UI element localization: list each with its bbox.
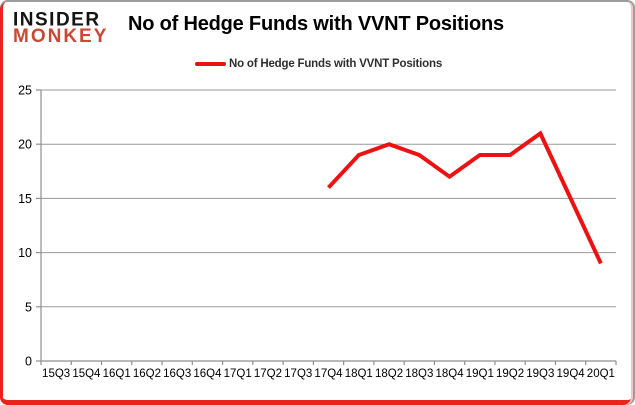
chart-title: No of Hedge Funds with VVNT Positions — [128, 13, 504, 35]
x-tick-label: 19Q1 — [466, 368, 494, 380]
x-tick-label: 16Q3 — [163, 368, 191, 380]
x-tick-label: 18Q2 — [375, 368, 403, 380]
x-tick-label: 20Q1 — [587, 368, 615, 380]
legend: No of Hedge Funds with VVNT Positions — [195, 57, 442, 71]
x-tick-label: 17Q1 — [224, 368, 252, 380]
insider-monkey-logo: INSIDER MONKEY — [13, 8, 109, 47]
x-tick-label: 17Q4 — [314, 368, 343, 380]
y-tick-label: 15 — [18, 192, 32, 206]
x-tick-label: 19Q4 — [557, 368, 586, 380]
x-tick-label: 17Q3 — [284, 368, 312, 380]
x-tick-label: 16Q4 — [193, 368, 222, 380]
x-tick-label: 15Q3 — [42, 368, 70, 380]
x-tick-label: 17Q2 — [254, 368, 282, 380]
x-tick-label: 19Q3 — [526, 368, 554, 380]
y-tick-label: 0 — [25, 355, 32, 369]
x-tick-label: 16Q1 — [103, 368, 131, 380]
data-series-line — [327, 130, 603, 265]
y-tick-label: 25 — [18, 84, 32, 98]
logo-word-monkey: MONKEY — [13, 26, 109, 47]
x-tick-label: 18Q1 — [345, 368, 373, 380]
y-tick-label: 5 — [25, 300, 32, 314]
x-tick-label: 16Q2 — [133, 368, 161, 380]
x-tick-label: 15Q4 — [72, 368, 101, 380]
y-tick-label: 10 — [18, 246, 32, 260]
x-tick-label: 18Q3 — [405, 368, 433, 380]
logo-word-insider: INSIDER — [13, 8, 101, 31]
x-tick-label: 18Q4 — [435, 368, 464, 380]
legend-line-swatch — [195, 62, 226, 66]
legend-label: No of Hedge Funds with VVNT Positions — [229, 58, 443, 70]
y-tick-label: 20 — [18, 138, 32, 152]
x-tick-label: 19Q2 — [496, 368, 524, 380]
